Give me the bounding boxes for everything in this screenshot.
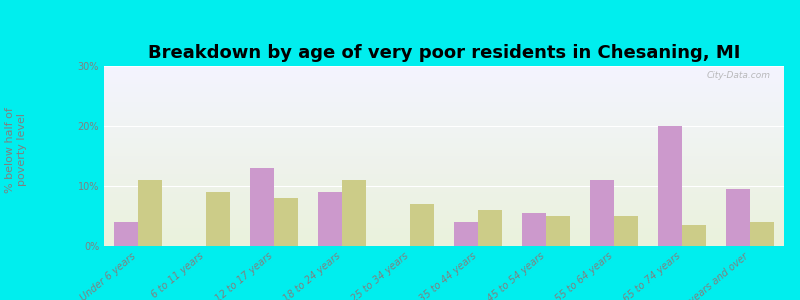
Bar: [658, 126, 682, 246]
Bar: [114, 222, 138, 246]
Text: City-Data.com: City-Data.com: [706, 71, 770, 80]
Bar: [410, 204, 434, 246]
Bar: [478, 210, 502, 246]
Bar: [274, 198, 298, 246]
Text: % below half of
poverty level: % below half of poverty level: [5, 107, 27, 193]
Bar: [250, 168, 274, 246]
Bar: [614, 216, 638, 246]
Bar: [342, 180, 366, 246]
Bar: [522, 213, 546, 246]
Bar: [318, 192, 342, 246]
Bar: [682, 225, 706, 246]
Bar: [206, 192, 230, 246]
Title: Breakdown by age of very poor residents in Chesaning, MI: Breakdown by age of very poor residents …: [148, 44, 740, 62]
Bar: [454, 222, 478, 246]
Bar: [750, 222, 774, 246]
Bar: [546, 216, 570, 246]
Bar: [726, 189, 750, 246]
Bar: [590, 180, 614, 246]
Bar: [138, 180, 162, 246]
